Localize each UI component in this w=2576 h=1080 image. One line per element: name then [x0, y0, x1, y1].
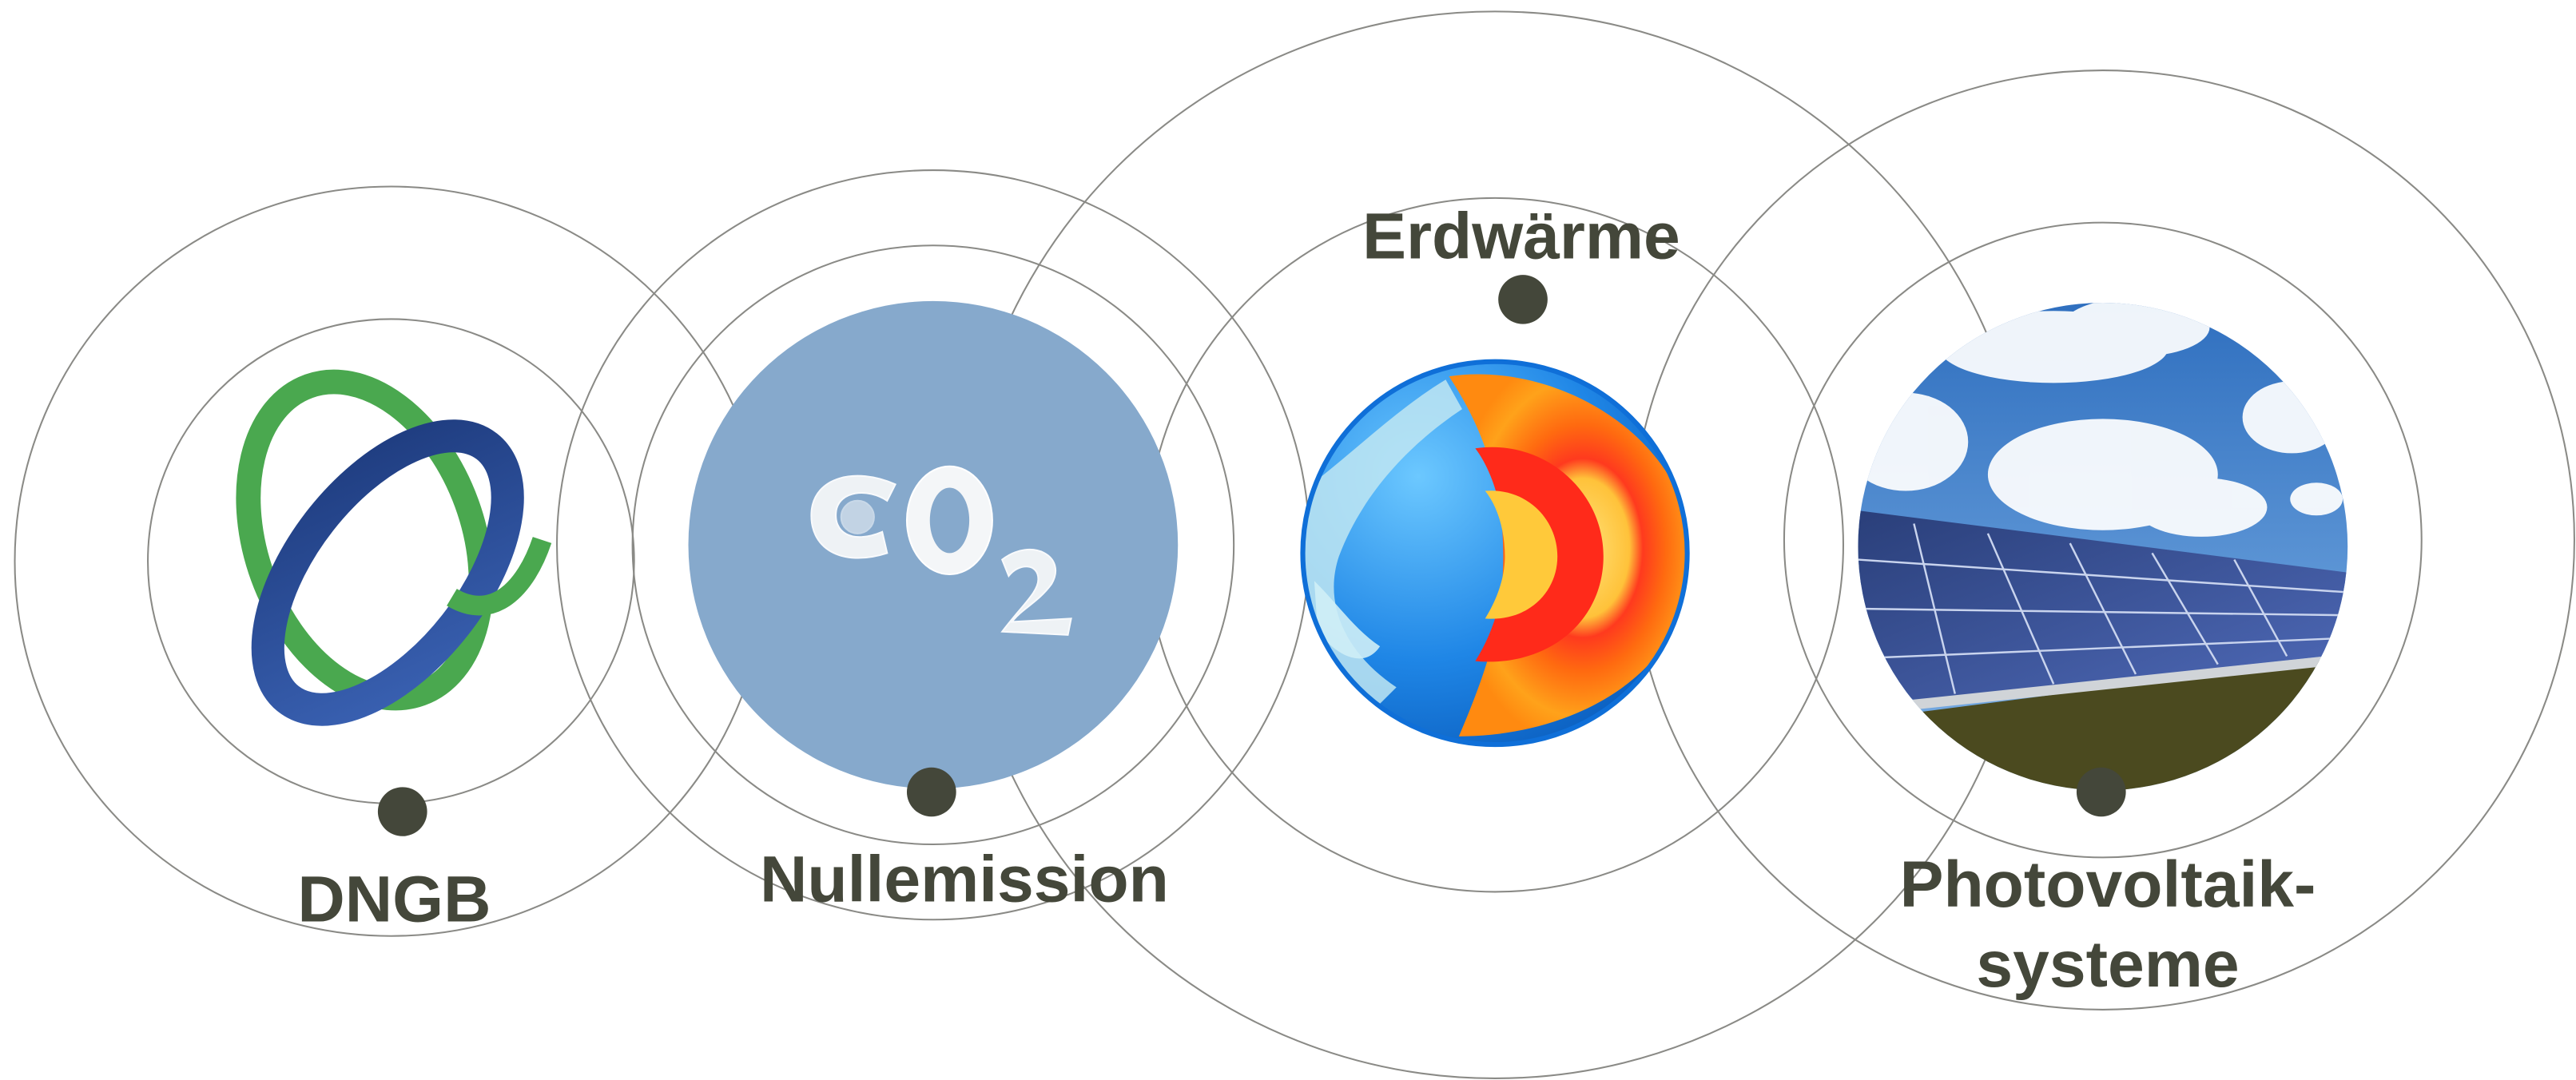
erdwaerme-label: Erdwärme — [1362, 201, 1680, 273]
photovoltaik-label-line1: Photovoltaik- — [1900, 848, 2316, 921]
logo-ring-green — [236, 369, 494, 711]
ring-photovoltaik-inner — [1783, 221, 2423, 859]
dngb-dot — [377, 787, 427, 836]
earth-core-image — [1300, 359, 1690, 748]
ring-nullemission-inner — [631, 244, 1235, 846]
photovoltaik-label-line2: systeme — [1976, 928, 2239, 1001]
erdwaerme-dot — [1498, 275, 1548, 324]
photovoltaik-dot — [2076, 767, 2126, 817]
co2-cloud-image — [688, 300, 1179, 789]
nullemission-label: Nullemission — [760, 844, 1169, 916]
nullemission-dot — [906, 767, 956, 817]
dngb-logo — [236, 369, 552, 726]
logo-ring-blue — [251, 419, 524, 726]
marker-dots — [377, 275, 2126, 836]
logo-ring-green-overlap — [447, 536, 552, 616]
dngb-label: DNGB — [297, 863, 491, 935]
solar-panels-image — [1858, 302, 2348, 791]
